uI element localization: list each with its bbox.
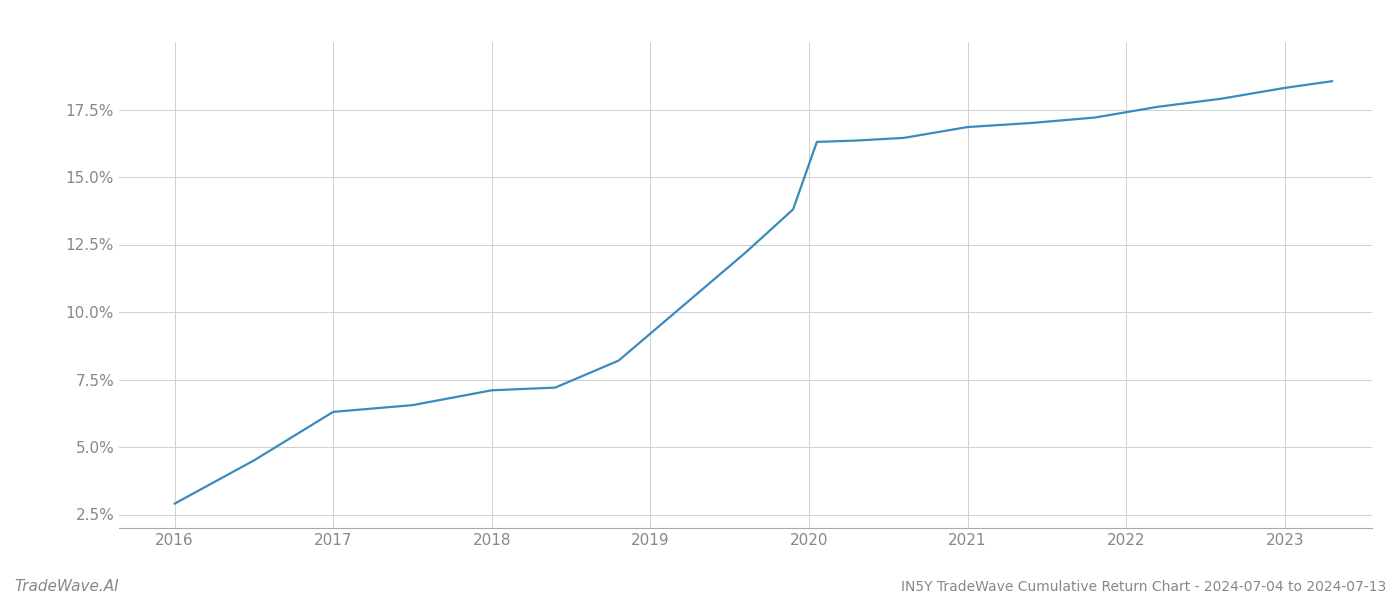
Text: TradeWave.AI: TradeWave.AI <box>14 579 119 594</box>
Text: IN5Y TradeWave Cumulative Return Chart - 2024-07-04 to 2024-07-13: IN5Y TradeWave Cumulative Return Chart -… <box>900 580 1386 594</box>
